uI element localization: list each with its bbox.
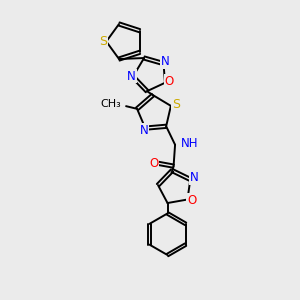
- Text: N: N: [140, 124, 148, 137]
- Text: CH₃: CH₃: [100, 99, 121, 110]
- Text: N: N: [127, 70, 136, 83]
- Text: NH: NH: [180, 137, 198, 150]
- Text: N: N: [190, 171, 199, 184]
- Text: O: O: [187, 194, 196, 207]
- Text: N: N: [161, 55, 170, 68]
- Text: S: S: [99, 35, 107, 48]
- Text: O: O: [165, 75, 174, 88]
- Text: S: S: [172, 98, 180, 111]
- Text: O: O: [149, 157, 158, 170]
